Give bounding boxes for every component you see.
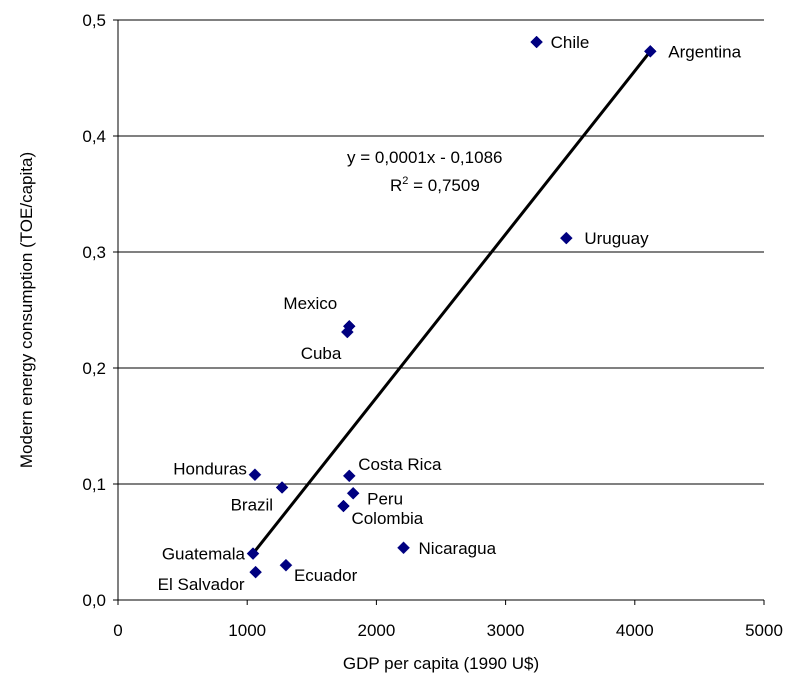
gridlines (118, 19, 764, 485)
point-marker (248, 468, 262, 482)
trendline (251, 50, 652, 555)
point-marker (279, 558, 293, 572)
trendline-line (251, 50, 652, 555)
trendline-equation: y = 0,0001x - 0,1086 (347, 148, 502, 167)
point-marker (559, 231, 573, 245)
x-ticks: 0 1000 2000 3000 4000 5000 (113, 600, 783, 640)
y-axis-title: Modern energy consumption (TOE/capita) (17, 152, 36, 468)
point-marker (342, 469, 356, 483)
point-marker (337, 499, 350, 513)
x-tick-label: 2000 (357, 621, 395, 640)
r2-label: R (390, 176, 402, 195)
point-label: Uruguay (584, 229, 649, 248)
point-label: Costa Rica (358, 455, 442, 474)
x-tick-label: 0 (113, 621, 122, 640)
x-tick-label: 1000 (228, 621, 266, 640)
point-label: Argentina (668, 42, 741, 61)
point-marker (346, 486, 360, 500)
y-tick-label: 0,1 (82, 475, 106, 494)
point-label: Colombia (351, 509, 423, 528)
x-tick-label: 5000 (745, 621, 783, 640)
point-marker (275, 481, 289, 494)
y-tick-label: 0,2 (82, 359, 106, 378)
point-marker (397, 541, 410, 555)
point-label: Peru (367, 489, 403, 508)
point-label: Nicaragua (419, 539, 497, 558)
x-axis-title: GDP per capita (1990 U$) (343, 654, 539, 673)
point-marker (246, 547, 260, 560)
y-ticks: 0,0 0,1 0,2 0,3 0,4 0,5 (82, 11, 118, 610)
point-marker (530, 35, 543, 49)
r2-value: = 0,7509 (408, 176, 479, 195)
point-label: Chile (551, 33, 590, 52)
point-label: Cuba (301, 344, 342, 363)
point-marker (340, 325, 354, 339)
point-label: Brazil (231, 495, 274, 514)
point-label: Ecuador (294, 566, 358, 585)
y-tick-label: 0,5 (82, 11, 106, 30)
x-tick-label: 4000 (616, 621, 654, 640)
point-label: El Salvador (158, 575, 245, 594)
y-tick-label: 0,4 (82, 127, 106, 146)
axes (117, 20, 764, 601)
r2-superscript: 2 (402, 175, 408, 187)
point-marker (643, 44, 657, 58)
x-tick-label: 3000 (487, 621, 525, 640)
point-label: Guatemala (162, 545, 246, 564)
trendline-r2: R2 = 0,7509 (390, 175, 480, 195)
point-marker (249, 565, 262, 579)
point-labels: Chile Argentina Uruguay Mexico Cuba Costa Ric… (158, 33, 742, 594)
y-tick-label: 0,0 (82, 591, 106, 610)
y-tick-label: 0,3 (82, 243, 106, 262)
point-label: Mexico (283, 294, 337, 313)
data-points (246, 35, 657, 579)
point-label: Honduras (173, 460, 247, 479)
